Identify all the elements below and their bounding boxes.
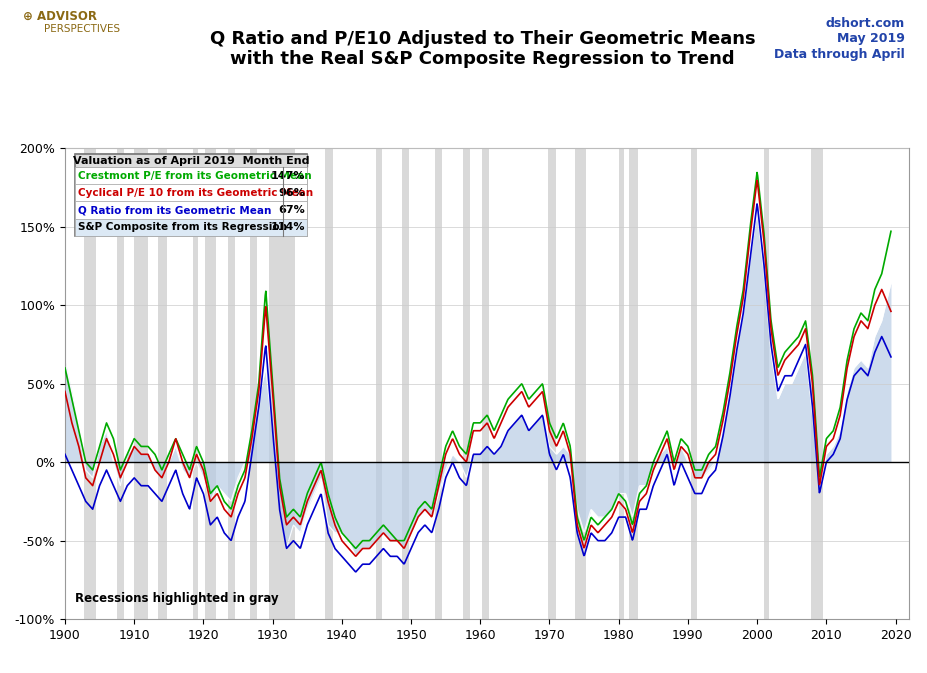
Bar — [117, 148, 123, 619]
Text: Crestmont P/E from its Geometric Mean: Crestmont P/E from its Geometric Mean — [78, 170, 311, 180]
Bar — [227, 148, 235, 619]
Text: Q Ratio and P/E10 Adjusted to Their Geometric Means: Q Ratio and P/E10 Adjusted to Their Geom… — [210, 30, 755, 48]
Bar — [75, 167, 307, 184]
Text: May 2019: May 2019 — [836, 32, 904, 45]
Text: Valuation as of April 2019  Month End: Valuation as of April 2019 Month End — [73, 156, 310, 166]
Text: 147%: 147% — [271, 170, 305, 180]
Bar — [691, 148, 696, 619]
Bar — [269, 148, 295, 619]
Bar — [75, 201, 307, 219]
Bar — [193, 148, 198, 619]
Text: Q Ratio from its Geometric Mean: Q Ratio from its Geometric Mean — [78, 205, 272, 215]
Text: PERSPECTIVES: PERSPECTIVES — [44, 24, 120, 34]
Bar — [618, 148, 623, 619]
Bar — [75, 184, 307, 201]
Bar — [84, 148, 96, 619]
Text: S&P Composite from its Regression: S&P Composite from its Regression — [78, 222, 286, 232]
Bar — [324, 148, 333, 619]
Text: dshort.com: dshort.com — [825, 17, 904, 30]
Text: 96%: 96% — [278, 188, 305, 198]
Text: with the Real S&P Composite Regression to Trend: with the Real S&P Composite Regression t… — [230, 50, 734, 69]
Bar — [75, 154, 307, 167]
Bar — [402, 148, 409, 619]
Text: ⊕ ADVISOR: ⊕ ADVISOR — [23, 10, 97, 23]
Text: Recessions highlighted in gray: Recessions highlighted in gray — [75, 592, 279, 605]
Text: Cyclical P/E 10 from its Geometric Mean: Cyclical P/E 10 from its Geometric Mean — [78, 188, 313, 198]
Bar — [205, 148, 215, 619]
Bar — [134, 148, 148, 619]
Bar — [629, 148, 637, 619]
Text: Data through April: Data through April — [773, 48, 904, 61]
Bar — [463, 148, 469, 619]
Bar — [547, 148, 556, 619]
Bar — [575, 148, 585, 619]
Text: 114%: 114% — [271, 222, 305, 232]
Bar — [250, 148, 257, 619]
Bar — [763, 148, 768, 619]
Bar — [435, 148, 442, 619]
Bar — [159, 148, 167, 619]
Text: 67%: 67% — [278, 205, 305, 215]
Bar — [810, 148, 822, 619]
Bar — [376, 148, 381, 619]
Bar — [481, 148, 489, 619]
Bar — [75, 154, 307, 236]
Bar — [75, 154, 307, 167]
Bar — [75, 219, 307, 236]
